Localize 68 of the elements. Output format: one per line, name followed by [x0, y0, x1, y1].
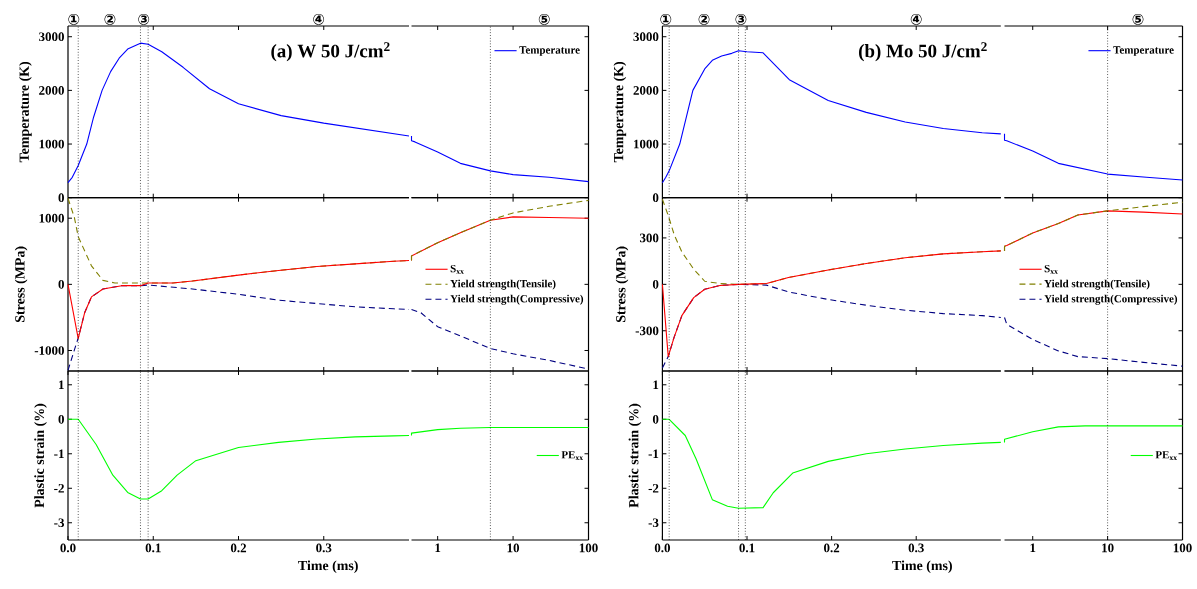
x-tick-label: 0.0 — [654, 543, 671, 553]
text: ④ — [313, 13, 325, 25]
text: (b) Mo 50 J/cm$^{2}$ — [859, 42, 987, 62]
y-axis-title: Stress (MPa) — [14, 246, 28, 323]
y-tick-label: -2 — [648, 483, 659, 493]
y-tick-label: 3000 — [633, 32, 659, 42]
y-tick-label: 1000 — [39, 213, 64, 223]
x-tick-label: 1 — [435, 543, 441, 553]
text: ⑤ — [1132, 13, 1144, 25]
y-tick-label: -1 — [648, 449, 659, 459]
y-tick-label: 1 — [59, 380, 64, 390]
x-tick-label: 10 — [1102, 543, 1114, 553]
x-tick-label: 0.3 — [908, 543, 924, 553]
y-tick-label: 1000 — [39, 139, 64, 149]
x-tick-label: 0.3 — [316, 543, 332, 553]
x-tick-label: 0.1 — [739, 543, 755, 553]
x-tick-label: 0.1 — [145, 543, 161, 553]
y-tick-label: 1 — [653, 380, 659, 390]
x-tick-label: 0.2 — [230, 543, 247, 553]
text: ② — [104, 13, 116, 25]
x-tick-label: 0.2 — [824, 543, 840, 553]
y-tick-label: 0 — [58, 193, 64, 203]
y-tick-label: 0 — [652, 193, 659, 203]
x-tick-label: 1 — [1030, 543, 1036, 553]
y-tick-label: -1 — [54, 449, 64, 459]
y-tick-label: 2000 — [633, 86, 659, 95]
y-tick-label: -3 — [54, 518, 65, 528]
x-tick-label: 0.0 — [60, 543, 76, 553]
y-tick-label: 0 — [58, 279, 64, 289]
text: ⑤ — [538, 13, 550, 25]
legend-label: S$_{xx}$ — [450, 264, 464, 274]
legend-label: PE$_{xx}$ — [561, 451, 584, 460]
y-axis-title: Stress (MPa) — [615, 246, 629, 322]
x-tick-label: 100 — [1173, 543, 1192, 553]
text: ① — [68, 13, 80, 25]
x-axis-title: Time (ms) — [892, 560, 952, 574]
y-tick-label: -300 — [635, 326, 659, 336]
text: (a) W 50 J/cm$^{2}$ — [271, 42, 390, 62]
y-tick-label: -2 — [54, 483, 64, 493]
legend-label: Yield strength(Tensile) — [1044, 279, 1150, 290]
text: ③ — [138, 13, 150, 25]
y-tick-label: 2000 — [39, 86, 64, 95]
y-tick-label: 1000 — [634, 139, 659, 149]
legend-label: S$_{xx}$ — [1044, 264, 1058, 274]
y-tick-label: -1000 — [34, 346, 64, 355]
y-tick-label: 0 — [58, 414, 64, 424]
legend-label: Temperature — [519, 46, 580, 56]
legend-label: Yield strength(Compressive) — [450, 294, 584, 305]
text: ① — [660, 13, 672, 25]
y-axis-title: Plastic strain (%) — [34, 403, 47, 508]
legend-label: Yield strength(Tensile) — [450, 279, 556, 290]
x-tick-label: 100 — [579, 543, 598, 553]
text: ③ — [735, 13, 747, 25]
y-tick-label: 0 — [652, 279, 659, 289]
y-tick-label: -3 — [648, 518, 659, 528]
legend-label: PE$_{xx}$ — [1155, 451, 1178, 460]
y-tick-label: 3000 — [39, 32, 64, 42]
text: ② — [698, 13, 710, 25]
text: ④ — [910, 13, 922, 25]
x-tick-label: 10 — [507, 543, 520, 553]
y-axis-title: Temperature (K) — [19, 61, 32, 163]
legend-label: Temperature — [1113, 46, 1174, 56]
y-tick-label: 300 — [639, 233, 659, 243]
y-tick-label: 0 — [652, 414, 659, 424]
y-axis-title: Temperature (K) — [613, 61, 627, 163]
legend-label: Yield strength(Compressive) — [1044, 294, 1178, 305]
x-axis-title: Time (ms) — [298, 560, 358, 574]
y-axis-title: Plastic strain (%) — [628, 403, 642, 508]
